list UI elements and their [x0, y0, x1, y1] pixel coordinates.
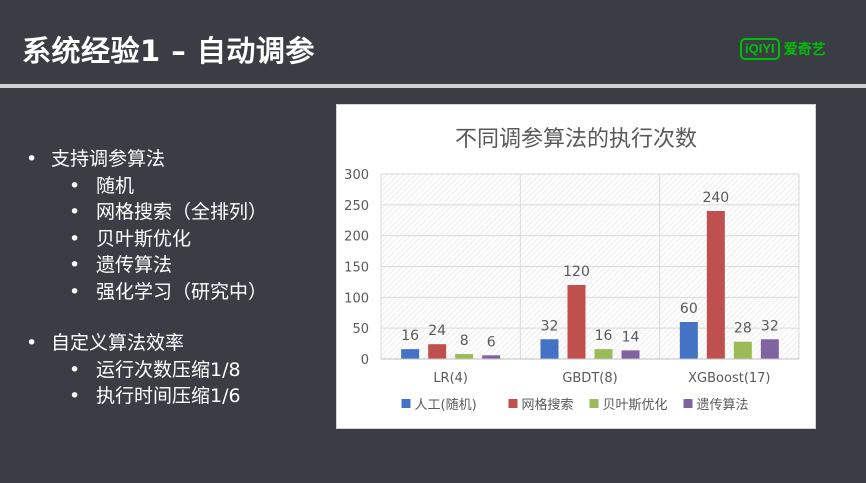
- legend-label: 遗传算法: [697, 398, 749, 413]
- bar: [679, 322, 698, 359]
- legend-label: 贝叶斯优化: [603, 398, 668, 413]
- bar: [482, 355, 501, 359]
- title-divider: [0, 84, 866, 88]
- y-tick-label: 50: [352, 322, 369, 337]
- sub-bullet-item: 运行次数压缩1/8: [26, 357, 267, 384]
- y-tick-label: 200: [344, 230, 369, 245]
- y-tick-label: 150: [344, 261, 369, 276]
- data-label: 8: [460, 333, 469, 349]
- data-label: 32: [541, 318, 559, 334]
- bar-chart: 不同调参算法的执行次数 0 50 100 150 200 250 300 16 24 8 6 LR(4…: [344, 127, 800, 413]
- y-tick-label: 100: [344, 291, 369, 306]
- data-label: 120: [563, 264, 590, 280]
- data-label: 16: [595, 328, 613, 344]
- y-tick-label: 250: [344, 199, 369, 214]
- chart-title: 不同调参算法的执行次数: [455, 127, 697, 152]
- legend-swatch: [589, 399, 599, 408]
- sub-bullet-item: 强化学习（研究中）: [26, 279, 267, 306]
- bullet-list: 支持调参算法 随机 网格搜索（全排列） 贝叶斯优化 遗传算法 强化学习（研究中）…: [26, 146, 267, 410]
- chart-panel: 不同调参算法的执行次数 0 50 100 150 200 250 300 16 24 8 6 LR(4…: [336, 104, 816, 429]
- logo-text: 爱奇艺: [783, 42, 826, 58]
- bar: [567, 285, 586, 359]
- bar: [733, 341, 752, 359]
- data-label: 24: [428, 323, 446, 339]
- data-label: 240: [702, 190, 729, 206]
- data-label: 60: [680, 301, 698, 317]
- bar: [401, 349, 420, 359]
- bullet-item: 自定义算法效率: [26, 330, 267, 357]
- legend-swatch: [401, 399, 411, 408]
- sub-bullet-item: 遗传算法: [26, 252, 267, 279]
- sub-bullet-item: 随机: [26, 173, 267, 200]
- bar: [594, 349, 613, 359]
- y-tick-label: 300: [344, 168, 369, 183]
- bar: [760, 339, 779, 359]
- logo-mark: iQIYI: [740, 38, 780, 60]
- bullet-spacer: [26, 305, 267, 330]
- legend-swatch: [683, 399, 693, 408]
- legend-swatch: [508, 399, 518, 408]
- sub-bullet-item: 贝叶斯优化: [26, 226, 267, 253]
- x-tick-label: XGBoost(17): [688, 371, 770, 386]
- data-label: 14: [622, 329, 640, 345]
- x-tick-label: GBDT(8): [562, 371, 617, 386]
- bar: [540, 339, 559, 359]
- bar: [706, 211, 725, 359]
- sub-bullet-item: 执行时间压缩1/6: [26, 383, 267, 410]
- y-tick-label: 0: [361, 353, 369, 368]
- data-label: 32: [761, 318, 779, 334]
- sub-bullet-item: 网格搜索（全排列）: [26, 199, 267, 226]
- iqiyi-logo: iQIYI 爱奇艺: [740, 36, 826, 62]
- x-tick-label: LR(4): [433, 371, 468, 386]
- legend-label: 网格搜索: [522, 397, 574, 413]
- bar: [621, 350, 640, 359]
- legend-label: 人工(随机): [415, 398, 477, 413]
- data-label: 28: [734, 321, 752, 337]
- bar: [428, 344, 447, 359]
- bar: [455, 354, 474, 359]
- slide-title: 系统经验1 – 自动调参: [22, 34, 315, 68]
- bullet-item: 支持调参算法: [26, 146, 267, 173]
- data-label: 6: [487, 334, 496, 350]
- data-label: 16: [401, 328, 419, 344]
